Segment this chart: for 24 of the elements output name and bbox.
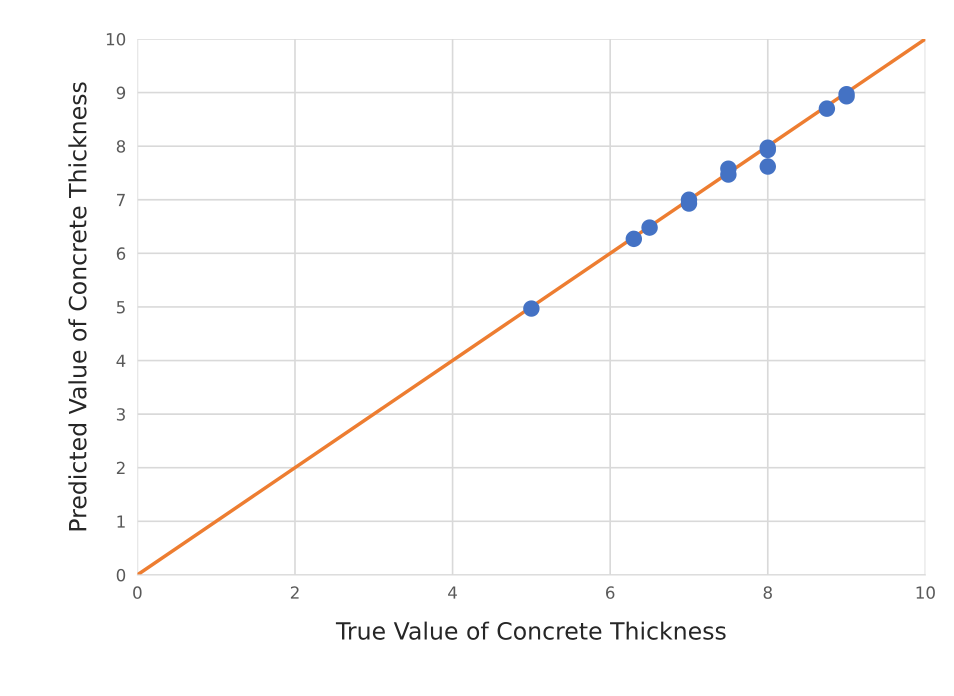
y-tick-label: 3 xyxy=(116,408,125,421)
point xyxy=(641,219,658,236)
y-tick-label: 7 xyxy=(117,194,125,206)
x-tick-label: 8 xyxy=(764,586,772,599)
x-tick-label: 0 xyxy=(133,586,142,599)
y-axis-title: Predicted Value of Concrete Thickness xyxy=(68,82,87,530)
y-tick-label: 6 xyxy=(116,247,126,260)
x-axis-title: True Value of Concrete Thickness xyxy=(336,622,726,640)
x-tick-label: 10 xyxy=(916,586,935,599)
y-tick-label: 9 xyxy=(116,86,126,100)
y-tick-label: 1 xyxy=(117,515,125,528)
point xyxy=(760,158,776,175)
point xyxy=(626,230,642,248)
y-tick-label: 10 xyxy=(106,32,126,46)
y-tick-label: 0 xyxy=(116,568,126,582)
x-tick-label: 6 xyxy=(606,586,614,599)
y-tick-label: 2 xyxy=(116,462,125,474)
y-tick-label: 4 xyxy=(116,354,126,367)
x-tick-label: 4 xyxy=(448,586,457,599)
x-tick-label: 2 xyxy=(290,586,299,599)
point xyxy=(818,100,836,117)
y-tick-label: 8 xyxy=(116,140,126,153)
point xyxy=(523,300,540,317)
y-tick-label: 5 xyxy=(116,301,125,314)
